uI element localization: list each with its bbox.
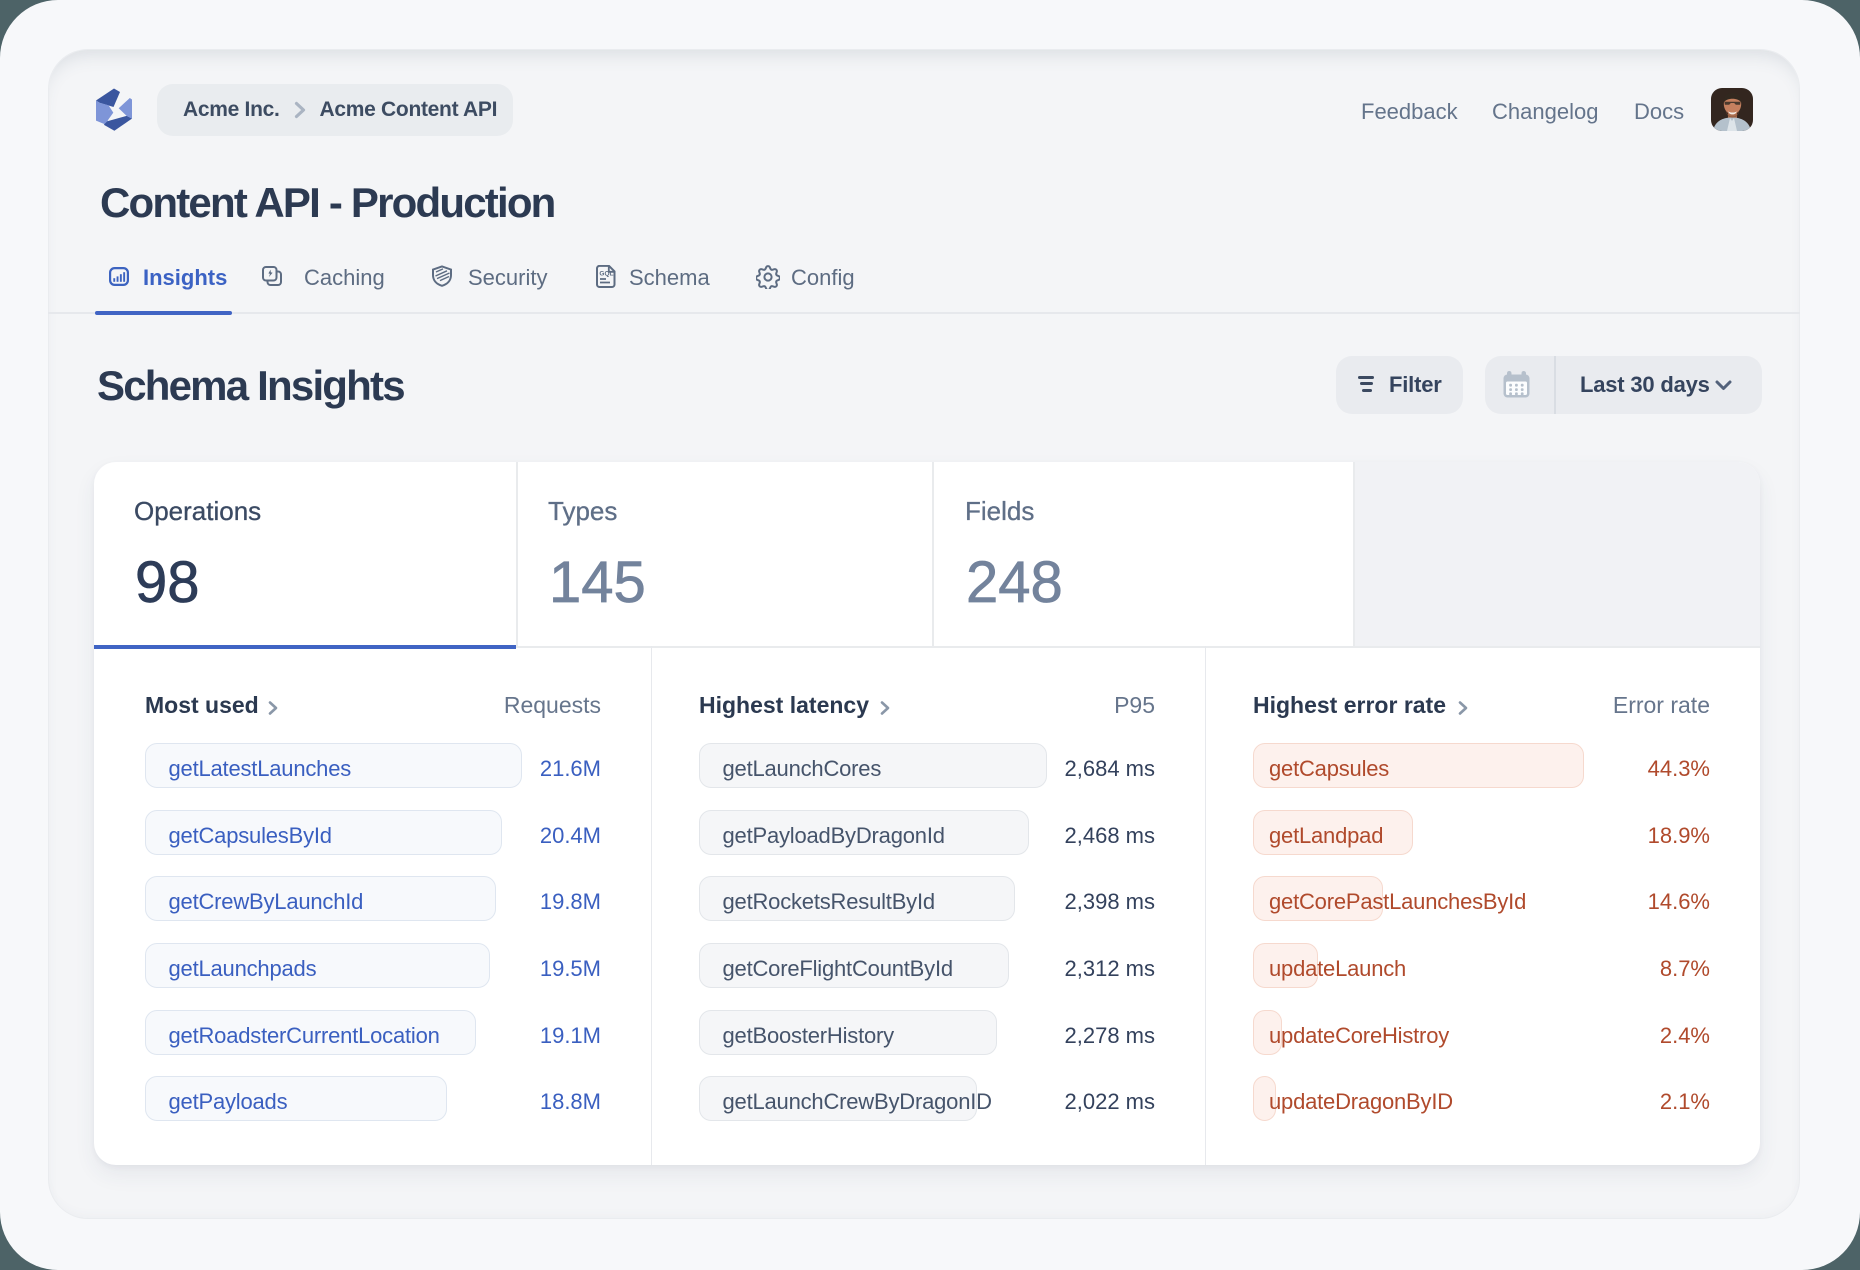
svg-text:GQL: GQL xyxy=(599,271,613,278)
